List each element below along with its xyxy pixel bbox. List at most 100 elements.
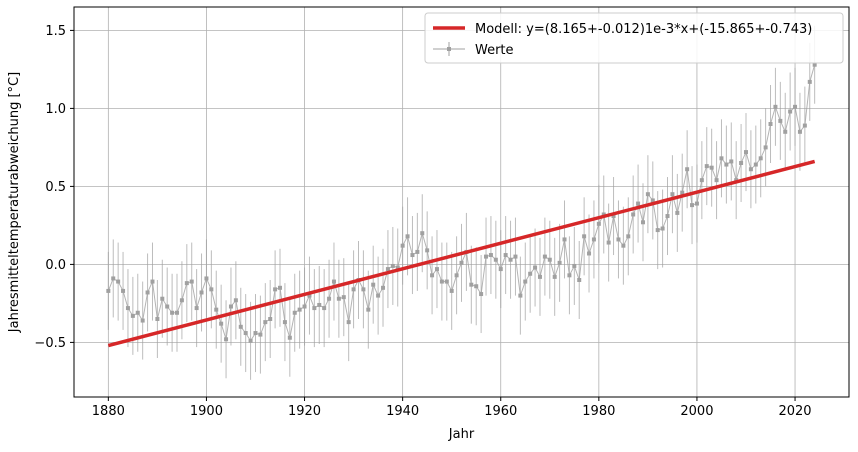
data-point bbox=[694, 201, 699, 206]
data-point bbox=[508, 257, 513, 262]
data-point bbox=[233, 298, 238, 303]
data-point bbox=[273, 287, 278, 292]
legend-box bbox=[424, 12, 844, 64]
data-point bbox=[341, 295, 346, 300]
data-point bbox=[763, 145, 768, 150]
data-point bbox=[258, 332, 263, 337]
data-point bbox=[748, 167, 753, 172]
x-tick-label: 1960 bbox=[484, 404, 517, 419]
data-point bbox=[724, 162, 729, 167]
data-point bbox=[582, 234, 587, 239]
data-point bbox=[287, 335, 292, 340]
data-point bbox=[155, 317, 160, 321]
data-point bbox=[292, 310, 297, 315]
data-point bbox=[199, 290, 204, 295]
data-point bbox=[479, 292, 484, 297]
y-tick-label: 1.5 bbox=[45, 24, 66, 39]
x-tick-label: 2020 bbox=[778, 404, 811, 419]
data-point bbox=[802, 123, 807, 128]
data-point bbox=[125, 306, 130, 311]
data-point bbox=[675, 210, 680, 215]
model-line-segment bbox=[107, 159, 816, 348]
data-point bbox=[331, 279, 336, 284]
data-point bbox=[420, 231, 425, 236]
data-point bbox=[788, 109, 793, 114]
data-point bbox=[263, 320, 268, 325]
data-point bbox=[400, 243, 405, 248]
data-point bbox=[557, 260, 562, 265]
data-point bbox=[228, 304, 233, 309]
data-point bbox=[459, 260, 464, 265]
data-point bbox=[670, 192, 675, 197]
data-point bbox=[591, 237, 596, 242]
data-point bbox=[469, 282, 474, 287]
x-tick-label: 2000 bbox=[680, 404, 713, 419]
data-point bbox=[484, 254, 489, 259]
y-axis-ticks: −0.5 0.0 0.5 1.0 1.5 bbox=[34, 24, 74, 351]
x-tick-label: 1900 bbox=[190, 404, 223, 419]
data-point bbox=[685, 167, 690, 172]
data-point bbox=[253, 331, 258, 336]
data-point bbox=[807, 79, 812, 84]
data-point bbox=[425, 248, 430, 253]
data-point bbox=[410, 253, 415, 258]
data-point bbox=[165, 304, 170, 309]
data-point bbox=[184, 281, 189, 286]
data-point bbox=[346, 320, 351, 325]
data-point bbox=[645, 192, 650, 197]
data-point bbox=[518, 293, 523, 298]
data-point bbox=[533, 265, 538, 270]
data-point bbox=[503, 253, 508, 258]
data-point bbox=[665, 214, 670, 219]
data-point bbox=[587, 251, 592, 256]
y-axis-label: Jahresmitteltemperaturabweichung [°C] bbox=[7, 72, 22, 333]
data-point bbox=[121, 288, 126, 293]
data-point bbox=[449, 288, 454, 293]
data-point bbox=[719, 156, 724, 161]
data-point bbox=[312, 306, 317, 311]
data-point bbox=[606, 240, 611, 245]
legend-werte-marker bbox=[447, 47, 451, 51]
data-point bbox=[278, 285, 283, 290]
model-line bbox=[107, 159, 816, 348]
x-axis-label: Jahr bbox=[448, 427, 475, 442]
data-point bbox=[170, 310, 175, 315]
data-point bbox=[474, 284, 479, 289]
data-point bbox=[140, 318, 145, 323]
data-point bbox=[361, 287, 366, 292]
data-point bbox=[243, 331, 248, 336]
x-axis-ticks: 1880 1900 1920 1940 1960 1980 2000 2020 bbox=[92, 397, 812, 419]
data-point bbox=[434, 267, 439, 272]
data-point bbox=[616, 237, 621, 242]
data-point bbox=[268, 317, 273, 321]
data-point bbox=[238, 324, 243, 329]
data-point bbox=[704, 164, 709, 169]
data-point bbox=[690, 203, 695, 208]
y-tick-label: −0.5 bbox=[34, 336, 66, 351]
data-point bbox=[709, 165, 714, 170]
data-point bbox=[562, 237, 567, 242]
data-point bbox=[729, 159, 734, 164]
data-point bbox=[430, 273, 435, 278]
data-point bbox=[753, 162, 758, 167]
grid bbox=[74, 7, 849, 397]
data-point bbox=[739, 161, 744, 165]
data-point bbox=[631, 212, 636, 217]
x-tick-label: 1920 bbox=[288, 404, 321, 419]
data-point bbox=[297, 307, 302, 312]
data-point bbox=[680, 190, 685, 195]
data-point bbox=[660, 226, 665, 231]
series-werte bbox=[106, 62, 817, 343]
legend: Modell: y=(8.165+-0.012)1e-3*x+(-15.865+… bbox=[424, 12, 844, 64]
data-point bbox=[106, 288, 111, 293]
data-point bbox=[302, 304, 307, 309]
data-point bbox=[552, 274, 557, 279]
data-point bbox=[537, 274, 542, 279]
legend-werte-label: Werte bbox=[475, 43, 514, 58]
data-point bbox=[714, 178, 719, 183]
data-point bbox=[385, 267, 390, 272]
data-point bbox=[621, 243, 626, 248]
data-point bbox=[439, 279, 444, 284]
data-point bbox=[145, 290, 150, 295]
